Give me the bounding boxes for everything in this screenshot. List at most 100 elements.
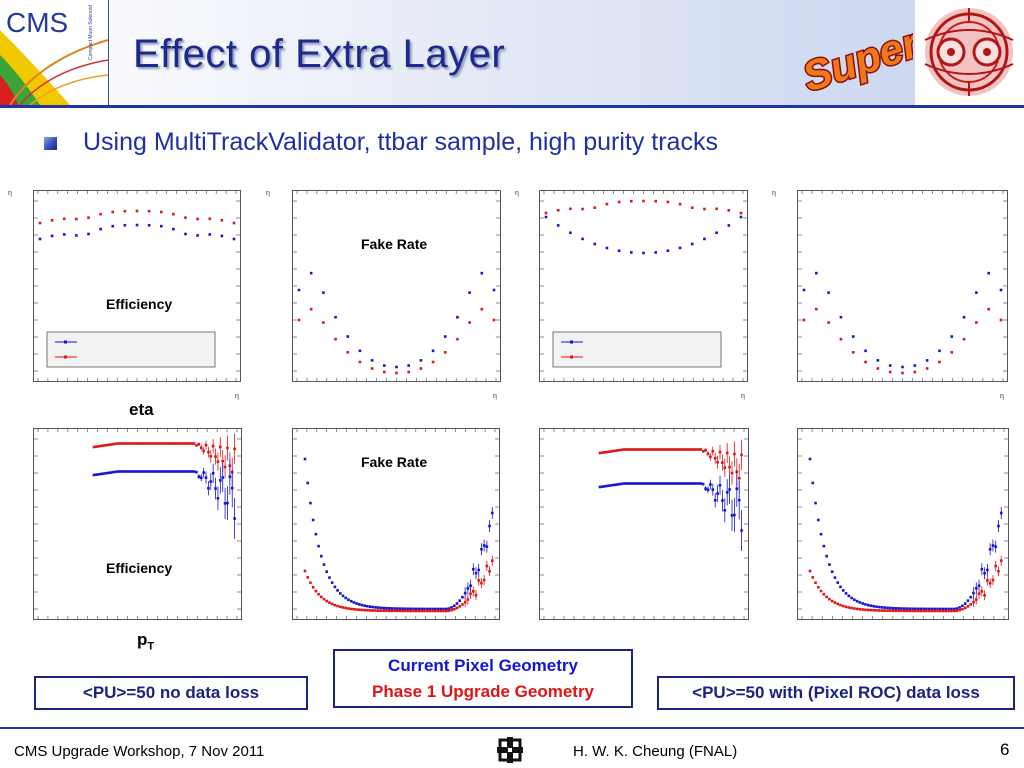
data-point — [193, 442, 196, 445]
data-point — [983, 594, 986, 597]
eta-axis-symbol: η — [235, 393, 239, 400]
data-point — [143, 470, 146, 473]
data-point — [630, 200, 633, 203]
data-point — [87, 216, 90, 219]
data-point — [369, 609, 372, 612]
data-point — [683, 448, 686, 451]
data-point — [331, 581, 334, 584]
data-point — [911, 610, 914, 613]
data-point — [133, 442, 136, 445]
data-point — [740, 454, 743, 457]
data-point — [917, 610, 920, 613]
data-point — [202, 450, 205, 453]
data-point — [649, 448, 652, 451]
pt-axis-label-sub: T — [147, 640, 154, 652]
data-point — [205, 444, 208, 447]
data-point — [150, 442, 153, 445]
data-point — [309, 581, 312, 584]
data-point — [412, 610, 415, 613]
data-point — [112, 443, 115, 446]
data-point — [99, 228, 102, 231]
data-point — [371, 367, 374, 370]
data-point — [671, 482, 674, 485]
data-point — [939, 610, 942, 613]
data-point — [383, 364, 386, 367]
data-point — [667, 249, 670, 252]
data-point — [395, 366, 398, 369]
data-point — [188, 470, 191, 473]
data-point — [190, 470, 193, 473]
data-point — [938, 361, 941, 364]
data-point — [853, 598, 856, 601]
data-point — [372, 606, 375, 609]
data-point — [901, 366, 904, 369]
data-point — [685, 448, 688, 451]
data-point — [233, 448, 236, 451]
data-point — [486, 565, 489, 568]
data-point — [432, 361, 435, 364]
data-point — [942, 610, 945, 613]
eta-axis-symbol: η — [8, 190, 12, 197]
eta-axis-symbol: η — [515, 190, 519, 197]
data-point — [969, 603, 972, 606]
data-point — [102, 472, 105, 475]
data-point — [666, 448, 669, 451]
data-point — [221, 460, 224, 463]
data-point — [852, 351, 855, 354]
plot-pt-efficiency-with-loss — [539, 428, 749, 620]
data-point — [145, 470, 148, 473]
data-point — [456, 316, 459, 319]
data-point — [654, 482, 657, 485]
data-point — [642, 252, 645, 255]
data-point — [815, 308, 818, 311]
data-point — [692, 482, 695, 485]
data-point — [377, 609, 380, 612]
plot-eta-fakerate-with-loss — [797, 190, 1008, 382]
data-point — [140, 470, 143, 473]
data-point — [469, 592, 472, 595]
data-point — [456, 607, 459, 610]
efficiency-label-pt: Efficiency — [106, 560, 172, 576]
data-point — [712, 488, 715, 491]
data-point — [852, 335, 855, 338]
data-point — [374, 606, 377, 609]
data-point — [136, 442, 139, 445]
data-point — [315, 590, 318, 593]
data-point — [334, 604, 337, 607]
footer-event: CMS Upgrade Workshop, 7 Nov 2011 — [14, 743, 264, 760]
data-point — [842, 589, 845, 592]
data-point — [171, 442, 174, 445]
data-point — [111, 225, 114, 228]
data-point — [323, 563, 326, 566]
data-point — [704, 487, 707, 490]
data-point — [217, 460, 220, 463]
data-point — [721, 461, 724, 464]
data-point — [363, 604, 366, 607]
data-point — [334, 316, 337, 319]
data-point — [150, 470, 153, 473]
data-point — [611, 450, 614, 453]
data-point — [458, 599, 461, 602]
data-point — [613, 484, 616, 487]
data-point — [453, 604, 456, 607]
data-point — [328, 576, 331, 579]
data-point — [477, 569, 480, 572]
data-point — [196, 234, 199, 237]
data-point — [881, 606, 884, 609]
data-point — [217, 497, 220, 500]
page-number: 6 — [1000, 740, 1009, 760]
data-point — [229, 475, 232, 478]
data-point — [659, 482, 662, 485]
data-point — [410, 610, 413, 613]
data-point — [208, 233, 211, 236]
data-point — [635, 482, 638, 485]
super-logo-text: Super — [797, 18, 913, 100]
data-point — [407, 371, 410, 374]
cms-logo-subtext: Compact Muon Solenoid — [88, 5, 94, 60]
data-point — [950, 610, 953, 613]
data-point — [671, 448, 674, 451]
data-point — [945, 610, 948, 613]
data-point — [385, 609, 388, 612]
data-point — [656, 482, 659, 485]
data-point — [618, 201, 621, 204]
